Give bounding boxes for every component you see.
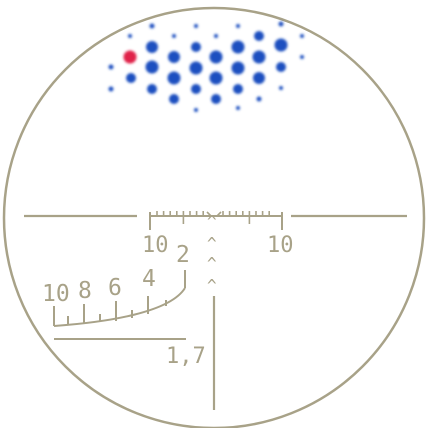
led-dot	[276, 62, 286, 72]
led-dot	[231, 40, 245, 54]
active-led-dot	[123, 50, 137, 64]
led-dot	[191, 42, 201, 52]
range-label-2: 2	[176, 242, 190, 268]
led-dot	[278, 21, 284, 27]
led-dot	[169, 94, 179, 104]
chevron-icon: ^	[207, 212, 217, 231]
led-dot	[300, 34, 304, 38]
led-dot	[274, 38, 288, 52]
range-curve	[53, 287, 186, 327]
led-dot	[108, 86, 114, 92]
range-label-8: 8	[78, 278, 92, 304]
led-dot	[168, 51, 180, 63]
range-label-6: 6	[108, 275, 122, 301]
led-dot	[256, 96, 262, 102]
center-caret	[216, 211, 222, 217]
windage-ticks	[156, 211, 271, 224]
led-dot	[209, 50, 223, 64]
led-dot	[252, 50, 266, 64]
led-dot	[279, 86, 283, 90]
lens-ring	[2, 6, 426, 428]
led-dot	[126, 73, 136, 83]
chevron-icon: ^	[207, 234, 217, 253]
led-dot	[254, 31, 264, 41]
led-dot	[214, 34, 218, 38]
magnification-label: 1,7	[166, 344, 206, 369]
led-dot	[233, 84, 243, 94]
range-label-10: 10	[42, 281, 70, 307]
led-dot	[194, 108, 198, 112]
led-dot	[300, 55, 304, 59]
wind-left-label: 10	[142, 233, 169, 258]
led-dot	[172, 34, 176, 38]
led-dot-display	[108, 21, 304, 112]
led-dot	[211, 94, 221, 104]
led-dot	[128, 34, 132, 38]
led-dot	[253, 72, 265, 84]
range-label-4: 4	[142, 266, 156, 292]
led-dot	[231, 61, 245, 75]
chevron-icon: ^	[207, 254, 217, 273]
windage-scale	[149, 212, 283, 230]
led-dot	[191, 84, 201, 94]
led-dot	[146, 41, 158, 53]
led-dot	[108, 64, 114, 70]
led-dot	[145, 60, 159, 74]
range-ticks	[53, 296, 167, 326]
chevron-icon: ^	[207, 276, 217, 295]
wind-right-label: 10	[267, 233, 294, 258]
led-dot	[236, 106, 240, 110]
led-dot	[236, 24, 240, 28]
center-caret	[206, 211, 212, 217]
led-dot	[147, 84, 157, 94]
led-dot	[149, 23, 155, 29]
led-dot	[167, 71, 181, 85]
led-dot	[209, 71, 223, 85]
led-dot	[194, 24, 198, 28]
led-dot	[189, 61, 203, 75]
